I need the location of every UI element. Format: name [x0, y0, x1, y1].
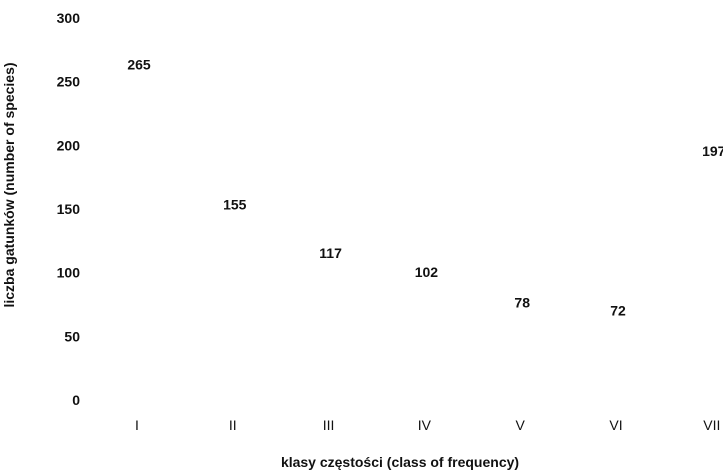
y-tick-label: 150	[57, 201, 81, 217]
bars	[117, 62, 723, 401]
data-label: 197	[702, 143, 723, 159]
bar	[308, 251, 349, 400]
x-axis-label: klasy częstości (class of frequency)	[281, 454, 519, 470]
y-axis-label: liczba gatunków (number of species)	[1, 62, 17, 307]
x-tick-label: II	[229, 417, 237, 433]
bar	[596, 308, 636, 400]
x-tick-label: IV	[418, 417, 432, 433]
y-tick-label: 250	[57, 74, 81, 90]
x-tick-label: V	[516, 417, 526, 433]
y-tick-label: 100	[57, 265, 81, 281]
x-tick-label: III	[323, 417, 335, 433]
x-tick-label: I	[135, 417, 139, 433]
bar	[117, 62, 157, 401]
bar	[691, 149, 723, 400]
data-label: 265	[127, 57, 151, 73]
data-label: 155	[223, 197, 247, 213]
y-tick-label: 200	[57, 137, 81, 153]
data-label: 72	[610, 302, 626, 318]
x-tick-label: VII	[703, 417, 720, 433]
bar	[404, 270, 445, 400]
data-label: 102	[415, 264, 439, 280]
data-labels: 265 155 117 102 78 72 197	[127, 57, 723, 319]
bar	[212, 202, 253, 400]
y-tick-label: 300	[57, 10, 81, 26]
data-label: 78	[514, 295, 530, 311]
bar	[500, 300, 541, 400]
y-tick-label: 50	[64, 328, 80, 344]
x-tick-label: VI	[609, 417, 622, 433]
y-tick-label: 0	[72, 392, 80, 408]
y-axis-ticks: 0 50 100 150 200 250 300	[57, 10, 81, 408]
data-label: 117	[319, 245, 342, 261]
x-axis-ticks: I II III IV V VI VII	[135, 417, 720, 433]
